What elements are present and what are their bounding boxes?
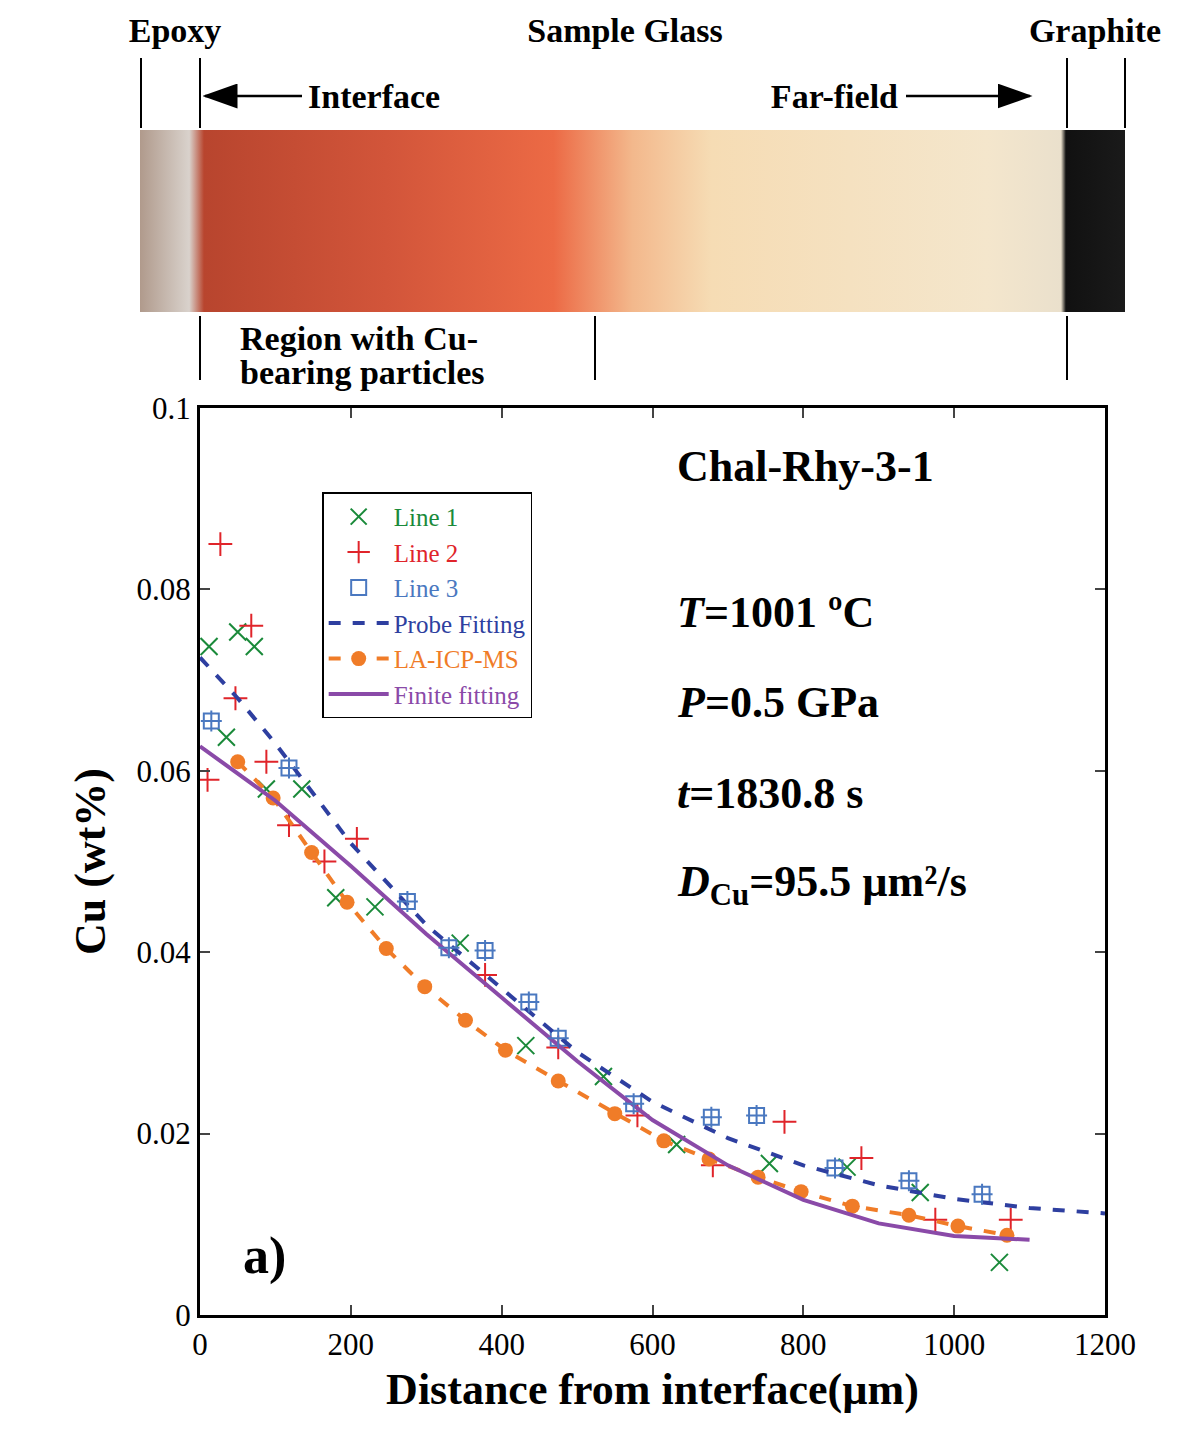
svg-text:a): a) [243,1227,286,1285]
svg-text:Line 3: Line 3 [394,575,459,602]
svg-text:Cu (wt%): Cu (wt%) [66,768,115,955]
svg-text:Line 2: Line 2 [394,540,459,567]
svg-text:bearing particles: bearing particles [240,354,485,391]
svg-text:Region with Cu-: Region with Cu- [240,320,478,357]
svg-text:P=0.5 GPa: P=0.5 GPa [677,678,879,727]
svg-text:0: 0 [192,1327,208,1362]
svg-text:Interface: Interface [308,78,440,115]
svg-text:Distance from interface(µm): Distance from interface(µm) [386,1365,919,1414]
svg-text:800: 800 [780,1327,827,1362]
svg-text:0.1: 0.1 [152,391,191,426]
svg-text:0.02: 0.02 [137,1116,191,1151]
svg-text:600: 600 [629,1327,676,1362]
svg-text:200: 200 [328,1327,375,1362]
svg-text:0.06: 0.06 [137,754,191,789]
svg-text:Far-field: Far-field [771,78,898,115]
svg-text:Probe Fitting: Probe Fitting [394,611,526,638]
svg-text:LA-ICP-MS: LA-ICP-MS [394,646,519,673]
svg-text:Sample Glass: Sample Glass [527,12,723,49]
svg-text:400: 400 [478,1327,525,1362]
svg-text:0.04: 0.04 [137,935,192,970]
svg-text:Graphite: Graphite [1029,12,1161,49]
svg-text:D​Cu​=95.5 µm²/s: D​Cu​=95.5 µm²/s [677,857,967,912]
svg-text:t=1830.8 s: t=1830.8 s [677,769,863,818]
svg-text:0: 0 [175,1298,191,1333]
svg-text:Line 1: Line 1 [394,504,459,531]
svg-text:1000: 1000 [923,1327,985,1362]
svg-text:1200: 1200 [1074,1327,1136,1362]
svg-text:Epoxy: Epoxy [129,12,222,49]
svg-text:Chal-Rhy-3-1: Chal-Rhy-3-1 [677,442,934,491]
svg-text:T=1001 ºC: T=1001 ºC [677,588,874,637]
svg-text:Finite fitting: Finite fitting [394,682,520,709]
svg-text:0.08: 0.08 [137,572,191,607]
